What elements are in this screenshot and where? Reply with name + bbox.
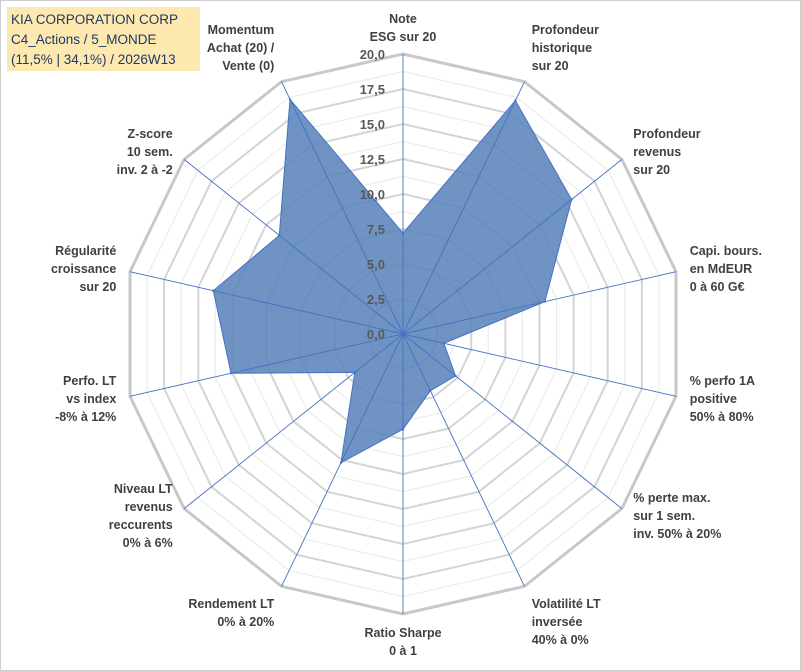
tick-label: 15,0	[360, 117, 385, 132]
category-label: Profondeur historique sur 20	[532, 23, 599, 73]
axis-spoke	[281, 81, 404, 335]
category-label: Perfo. LT vs index -8% à 12%	[55, 374, 117, 424]
category-label-line: Régularité	[55, 244, 116, 258]
category-label-line: 50% à 80%	[690, 410, 754, 424]
tick-label: 2,5	[367, 292, 385, 307]
category-label-line: vs index	[66, 392, 116, 406]
label-layer: Note ESG sur 20 Profondeur historique sur 20…	[51, 12, 762, 658]
category-label: Volatilité LT inversée 40% à 0%	[532, 597, 601, 647]
category-label-line: sur 20	[79, 280, 116, 294]
tick-label: 5,0	[367, 257, 385, 272]
category-label-line: Capi. bours.	[690, 244, 762, 258]
category-label-line: Ratio Sharpe	[364, 626, 441, 640]
category-label-line: en MdEUR	[690, 262, 753, 276]
category-label-line: % perte max.	[633, 491, 710, 505]
category-label: Profondeur revenus sur 20	[633, 127, 700, 177]
title-company: KIA CORPORATION CORP	[11, 12, 179, 27]
category-label-line: Momentum	[208, 23, 275, 37]
category-label-line: ESG sur 20	[370, 30, 437, 44]
category-label-line: Perfo. LT	[63, 374, 117, 388]
axis-spoke	[402, 81, 525, 335]
axis-spoke	[402, 333, 677, 397]
category-label: Niveau LT revenus reccurents 0% à 6%	[109, 482, 173, 550]
category-label-line: 0 à 1	[389, 644, 417, 658]
category-label: % perte max. sur 1 sem. inv. 50% à 20%	[633, 491, 721, 541]
tick-label: 12,5	[360, 152, 385, 167]
axis-spoke	[402, 271, 677, 335]
category-label-line: positive	[690, 392, 737, 406]
category-label: % perfo 1A positive 50% à 80%	[690, 374, 755, 424]
category-label-line: inv. 50% à 20%	[633, 527, 721, 541]
category-label-line: Profondeur	[633, 127, 700, 141]
title-stats: (11,5% | 34,1%) / 2026W13	[11, 52, 176, 67]
category-label: Z-score 10 sem. inv. 2 à -2	[117, 127, 173, 177]
category-label-line: Note	[389, 12, 417, 26]
category-label-line: Vente (0)	[222, 59, 274, 73]
category-label-line: sur 20	[532, 59, 569, 73]
axis-spoke	[402, 333, 623, 509]
category-label-line: revenus	[125, 500, 173, 514]
axis-spoke	[183, 159, 404, 335]
spoke-layer	[129, 54, 677, 614]
category-label-line: Z-score	[128, 127, 173, 141]
category-label: Ratio Sharpe 0 à 1	[364, 626, 441, 658]
category-label-line: Achat (20) /	[207, 41, 275, 55]
category-label: Momentum Achat (20) / Vente (0)	[207, 23, 275, 73]
category-label: Rendement LT 0% à 20%	[188, 597, 274, 629]
axis-spoke	[129, 271, 404, 335]
category-label: Régularité croissance sur 20	[51, 244, 116, 294]
category-label-line: 0% à 20%	[217, 615, 274, 629]
category-label-line: Rendement LT	[188, 597, 274, 611]
category-label-line: -8% à 12%	[55, 410, 116, 424]
axis-spoke	[183, 333, 404, 509]
category-label-line: inv. 2 à -2	[117, 163, 173, 177]
chart-title-box: KIA CORPORATION CORP C4_Actions / 5_MOND…	[7, 7, 200, 71]
tick-label: 17,5	[360, 82, 385, 97]
category-label-line: 0 à 60 G€	[690, 280, 745, 294]
category-label-line: Profondeur	[532, 23, 599, 37]
category-label-line: sur 1 sem.	[633, 509, 695, 523]
axis-spoke	[281, 333, 404, 587]
category-label-line: croissance	[51, 262, 116, 276]
tick-label: 7,5	[367, 222, 385, 237]
tick-label: 0,0	[367, 327, 385, 342]
category-label-line: reccurents	[109, 518, 173, 532]
title-category: C4_Actions / 5_MONDE	[11, 32, 157, 47]
category-label-line: historique	[532, 41, 592, 55]
category-label-line: 10 sem.	[127, 145, 173, 159]
tick-label: 20,0	[360, 47, 385, 62]
category-label-line: sur 20	[633, 163, 670, 177]
axis-spoke	[402, 333, 525, 587]
category-label: Note ESG sur 20	[370, 12, 437, 44]
tick-label: 10,0	[360, 187, 385, 202]
category-label-line: Niveau LT	[114, 482, 173, 496]
category-label-line: revenus	[633, 145, 681, 159]
category-label-line: 0% à 6%	[123, 536, 173, 550]
category-label-line: 40% à 0%	[532, 633, 589, 647]
category-label: Capi. bours. en MdEUR 0 à 60 G€	[690, 244, 762, 294]
axis-spoke	[129, 333, 404, 397]
category-label-line: % perfo 1A	[690, 374, 755, 388]
tick-layer: 0,0 2,5 5,0 7,5 10,0 12,5 15,0 17,5 20,0	[360, 47, 385, 342]
category-label-line: inversée	[532, 615, 583, 629]
category-label-line: Volatilité LT	[532, 597, 601, 611]
axis-spoke	[402, 159, 623, 335]
